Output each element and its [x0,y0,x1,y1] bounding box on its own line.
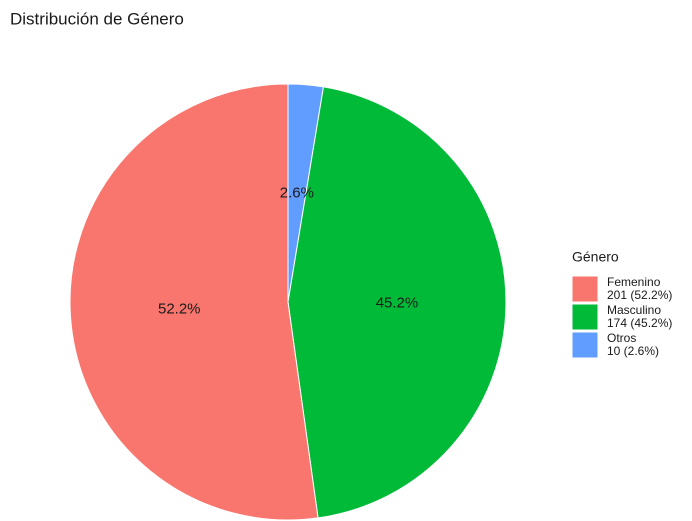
legend-label: Masculino [607,303,661,317]
pie-slice [287,86,507,519]
chart-title: Distribución de Género [10,9,184,28]
legend-label: Otros [607,331,636,345]
legend-title: Género [572,249,619,265]
slice-label: 2.6% [280,184,314,201]
legend-key [571,331,599,359]
slice-label: 45.2% [376,294,419,311]
pie-slice [69,83,319,521]
legend-key [571,275,599,303]
legend-key [571,303,599,331]
legend-label: 174 (45.2%) [607,316,672,330]
legend-label: 10 (2.6%) [607,344,659,358]
slice-label: 52.2% [158,300,201,317]
legend-label: Femenino [607,275,661,289]
legend-label: 201 (52.2%) [607,288,672,302]
